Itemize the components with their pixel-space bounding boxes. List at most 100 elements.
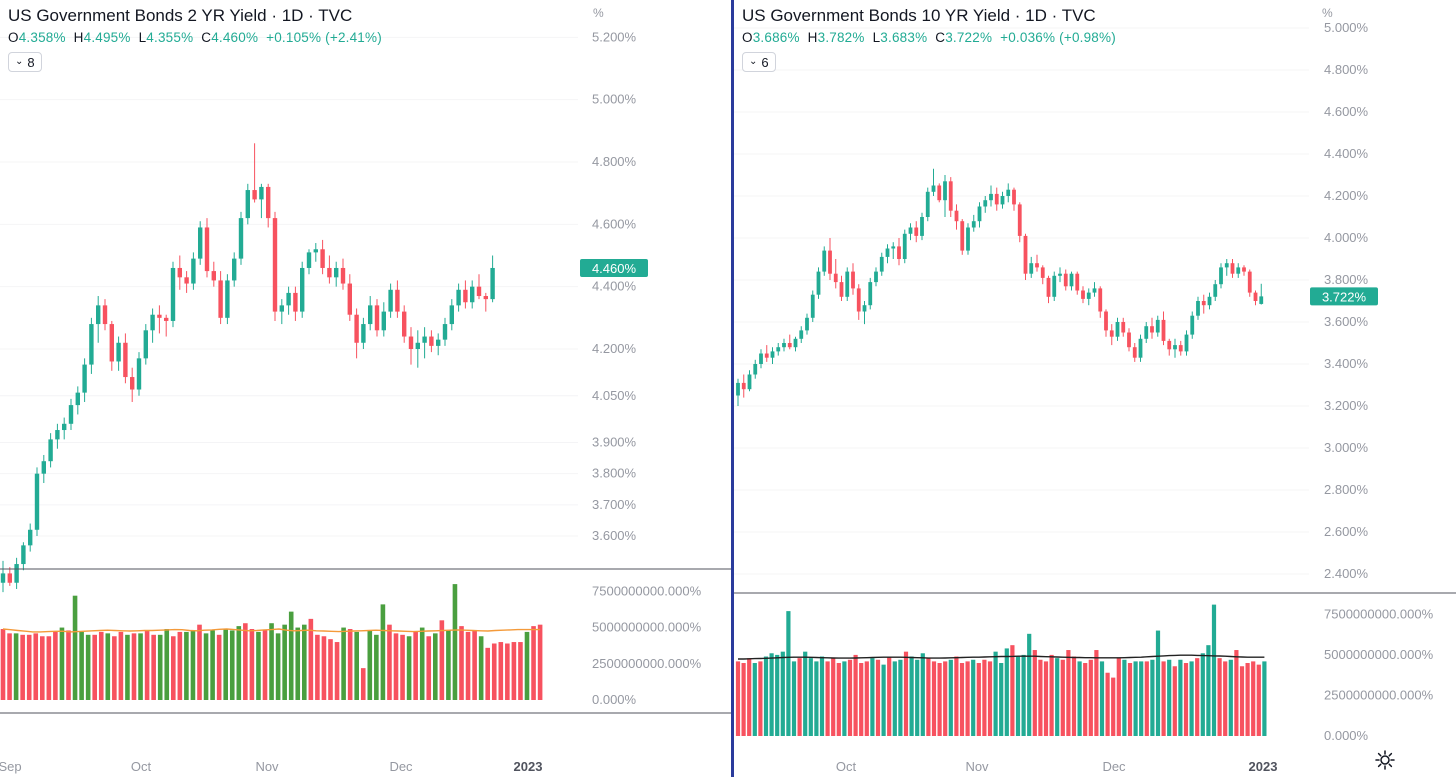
- candle-body: [476, 286, 482, 297]
- candle-body: [994, 193, 999, 205]
- symbol-title[interactable]: US Government Bonds 10 YR Yield · 1D · T…: [742, 6, 1096, 25]
- volume-bar: [1083, 663, 1088, 736]
- candle-body: [109, 324, 114, 362]
- volume-bar: [79, 631, 84, 700]
- candle-body: [218, 280, 223, 318]
- volume-bar: [413, 631, 418, 700]
- candle-body: [429, 336, 434, 346]
- candle-body: [759, 353, 763, 364]
- volume-bar: [92, 634, 97, 700]
- volume-bar: [177, 631, 183, 700]
- price-axis-label: 2.400%: [1324, 566, 1369, 581]
- volume-bar: [1223, 661, 1228, 736]
- volume-bar: [478, 636, 484, 700]
- time-axis-label: Sep: [0, 759, 22, 774]
- candle-body: [828, 250, 832, 274]
- candle-body: [136, 358, 142, 390]
- volume-bar: [537, 624, 543, 700]
- price-axis-label: 5.200%: [592, 29, 637, 44]
- price-axis-label: 5.000%: [592, 92, 637, 107]
- candle-body: [368, 305, 373, 325]
- candle-body: [787, 343, 792, 348]
- volume-bar: [920, 653, 925, 736]
- time-axis-label: Nov: [255, 759, 279, 774]
- candle-body: [130, 377, 135, 390]
- close-value: 3.722%: [945, 30, 993, 45]
- candle-body: [776, 347, 781, 352]
- price-unit-label: %: [593, 6, 604, 20]
- volume-bar: [898, 659, 903, 736]
- indicators-collapse-button[interactable]: ⌄ 8: [8, 52, 42, 72]
- volume-bar: [1088, 659, 1093, 736]
- volume-bar: [797, 658, 802, 736]
- volume-bar: [459, 626, 464, 700]
- volume-ma-line: [2, 628, 541, 633]
- candle-body: [436, 339, 441, 346]
- candle-body: [1121, 322, 1126, 333]
- candle-body: [347, 283, 352, 315]
- volume-bar: [965, 661, 970, 736]
- symbol-title[interactable]: US Government Bonds 2 YR Yield · 1D · TV…: [8, 6, 353, 25]
- volume-bar: [1032, 650, 1037, 736]
- candle-body: [874, 271, 878, 283]
- candle-body: [816, 271, 821, 295]
- volume-bar: [1228, 659, 1233, 736]
- volume-bar: [439, 620, 445, 700]
- volume-bar: [786, 611, 791, 736]
- volume-bar: [987, 661, 993, 736]
- price-axis-label: 4.050%: [592, 388, 637, 403]
- candle-body: [799, 330, 804, 339]
- candle-body: [293, 292, 298, 312]
- time-axis-label: 2023: [514, 759, 543, 774]
- volume-bar: [1239, 666, 1245, 736]
- volume-bar: [1139, 661, 1144, 736]
- volume-bar: [531, 626, 536, 700]
- candle-body: [306, 252, 312, 268]
- candle-body: [1092, 288, 1097, 293]
- volume-bar: [1116, 658, 1121, 736]
- candle-body: [41, 461, 46, 474]
- candle-body: [954, 210, 959, 222]
- candle-body: [388, 289, 393, 312]
- candle-body: [741, 382, 746, 390]
- candle-body: [736, 382, 740, 396]
- candle-body: [300, 267, 305, 312]
- volume-bar: [881, 664, 886, 736]
- candle-body: [313, 249, 318, 253]
- volume-bar: [1043, 661, 1049, 736]
- volume-bar: [1150, 659, 1155, 736]
- volume-bar: [741, 663, 746, 736]
- volume-bar: [1178, 659, 1183, 736]
- volume-bar: [791, 661, 797, 736]
- volume-axis-label: 5000000000.000%: [592, 620, 702, 635]
- volume-bar: [948, 659, 953, 736]
- candle-body: [914, 227, 919, 236]
- volume-bar: [184, 631, 189, 700]
- volume-bar: [943, 661, 948, 736]
- candle-body: [286, 292, 291, 306]
- candle-body: [747, 374, 752, 390]
- indicators-collapse-button[interactable]: ⌄ 6: [742, 52, 776, 72]
- last-price-badge: [1310, 287, 1378, 306]
- price-axis-label: 5.000%: [1324, 20, 1369, 35]
- candle-body: [1063, 273, 1068, 287]
- candle-body: [1219, 267, 1223, 285]
- volume-bar: [26, 634, 32, 700]
- pane-divider[interactable]: [731, 0, 734, 777]
- volume-bar: [472, 630, 477, 700]
- gear-icon[interactable]: [1374, 749, 1396, 771]
- candle-body: [1086, 292, 1091, 299]
- candle-body: [1155, 319, 1160, 333]
- volume-bar: [1251, 661, 1256, 736]
- volume-bar: [118, 631, 124, 700]
- candle-body: [1115, 322, 1120, 337]
- volume-bar: [819, 656, 825, 736]
- candle-body: [1109, 330, 1114, 337]
- candle-body: [793, 338, 798, 348]
- candle-body: [971, 221, 976, 228]
- chart-2yr-canvas[interactable]: 5.200% 5.000% 4.800% 4.600% 4.400% 4.200% 4.05…: [0, 0, 731, 777]
- chart-10yr-canvas[interactable]: 5.000% 4.800% 4.600% 4.400% 4.200% 4.000% 3.80…: [734, 0, 1456, 777]
- volume-bar: [1183, 663, 1189, 736]
- candle-body: [983, 200, 988, 207]
- volume-axis-label: 5000000000.000%: [1324, 647, 1434, 662]
